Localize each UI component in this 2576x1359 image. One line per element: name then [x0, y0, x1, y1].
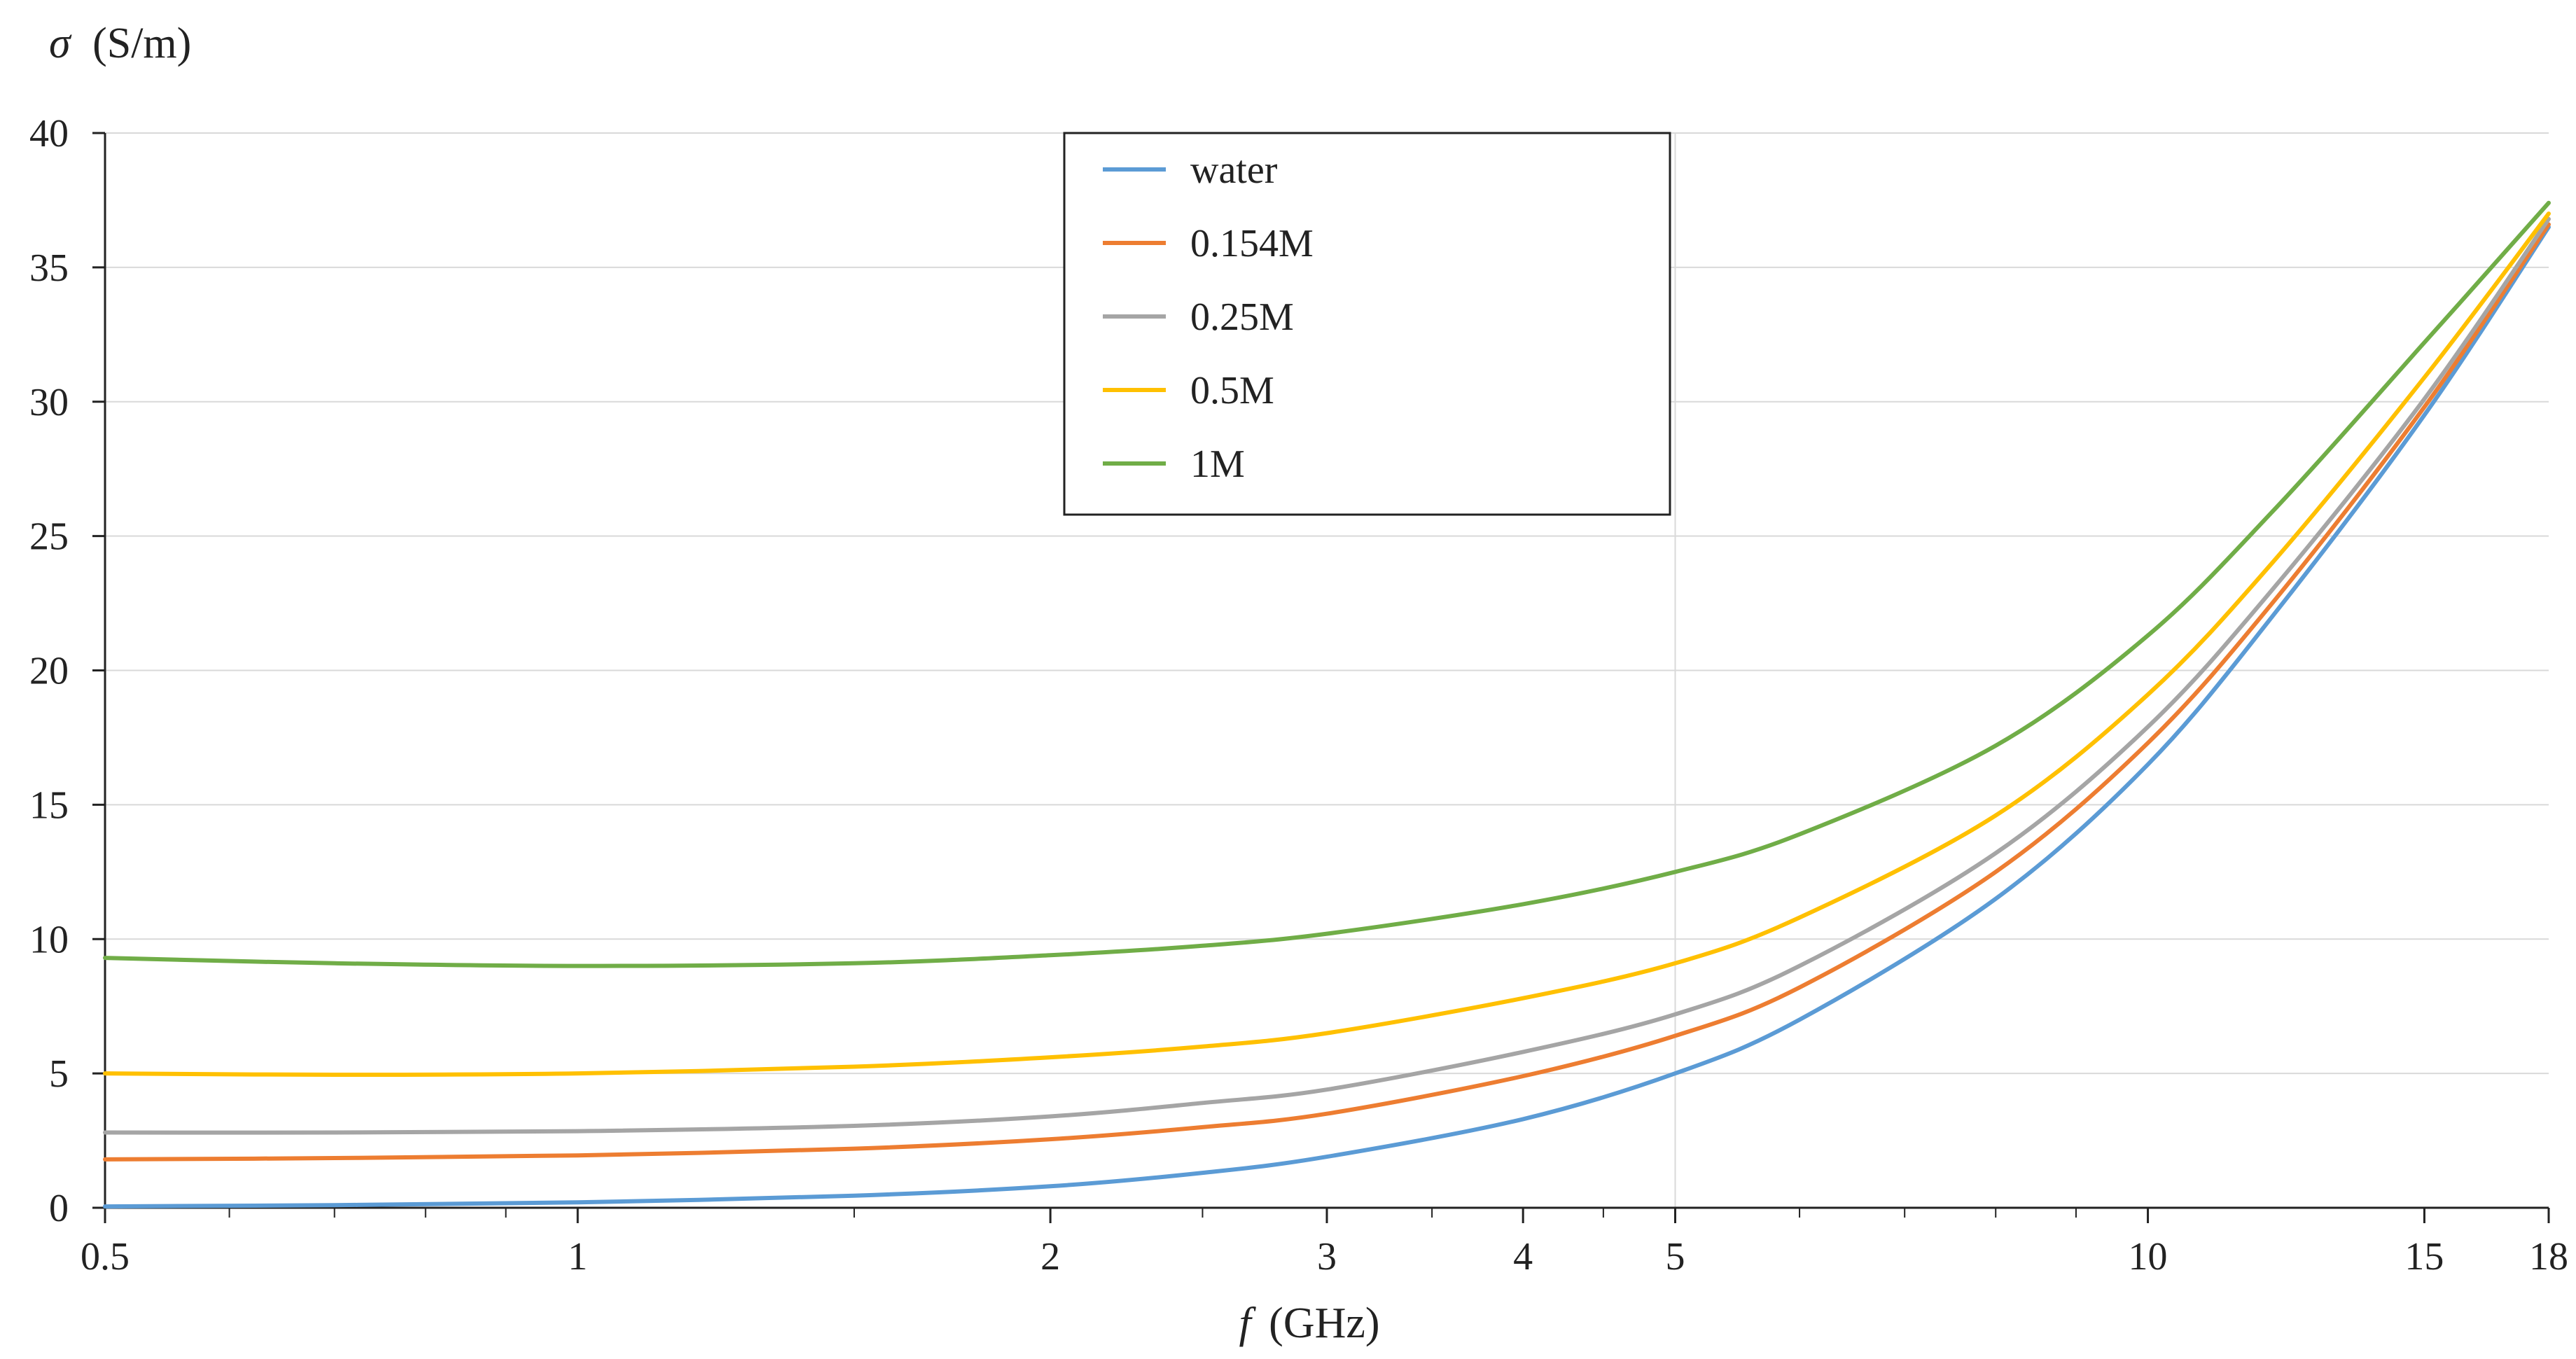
x-tick-label: 3	[1317, 1235, 1337, 1278]
x-tick-label: 10	[2129, 1235, 2168, 1278]
x-tick-label: 4	[1513, 1235, 1533, 1278]
axes	[92, 132, 2550, 1223]
tick-labels: 0 5 10 15 20 25 30 35 40 0.5 1 2 3 4 5 10 15 18	[29, 112, 2568, 1278]
y-tick-label: 30	[29, 381, 69, 424]
y-tick-label: 15	[29, 783, 69, 827]
x-tick-label: 15	[2404, 1235, 2444, 1278]
x-tick-label: 1	[568, 1235, 587, 1278]
legend-item: water	[1103, 148, 1278, 192]
legend-item: 0.154M	[1103, 222, 1314, 265]
series-lines	[103, 200, 2551, 1209]
x-axis-symbol: f	[1239, 1299, 1256, 1347]
legend: water 0.154M 0.25M 0.5M 1M	[1063, 132, 1671, 516]
y-tick-label: 20	[29, 650, 69, 693]
y-axis-title: σ (S/m)	[49, 20, 191, 67]
y-tick-label: 10	[29, 918, 69, 961]
x-tick-label: 0.5	[81, 1235, 130, 1278]
x-axis-title: f (GHz)	[1239, 1299, 1379, 1347]
y-tick-label: 0	[49, 1187, 69, 1230]
series-line-water	[103, 225, 2551, 1209]
x-tick-label: 5	[1665, 1235, 1685, 1278]
y-tick-label: 5	[49, 1052, 69, 1096]
x-tick-label: 18	[2529, 1235, 2568, 1278]
legend-item: 0.5M	[1103, 369, 1274, 412]
y-tick-label: 25	[29, 515, 69, 559]
legend-label: 1M	[1190, 442, 1245, 486]
legend-label: water	[1190, 148, 1278, 192]
y-axis-symbol: σ	[49, 20, 72, 67]
y-tick-label: 40	[29, 112, 69, 155]
legend-item: 1M	[1103, 442, 1245, 486]
series-line-0-154m	[103, 222, 2551, 1162]
legend-box	[1063, 132, 1671, 516]
legend-label: 0.25M	[1190, 295, 1294, 339]
y-axis-unit: (S/m)	[92, 20, 191, 67]
series-line-0-25m	[103, 216, 2551, 1135]
legend-item: 0.25M	[1103, 295, 1294, 339]
series-line-1m	[103, 200, 2551, 968]
x-axis-unit: (GHz)	[1269, 1299, 1379, 1347]
x-tick-label: 2	[1040, 1235, 1060, 1278]
y-tick-label: 35	[29, 246, 69, 290]
series-line-0-5m	[103, 211, 2551, 1077]
legend-label: 0.154M	[1190, 222, 1314, 265]
legend-label: 0.5M	[1190, 369, 1274, 412]
